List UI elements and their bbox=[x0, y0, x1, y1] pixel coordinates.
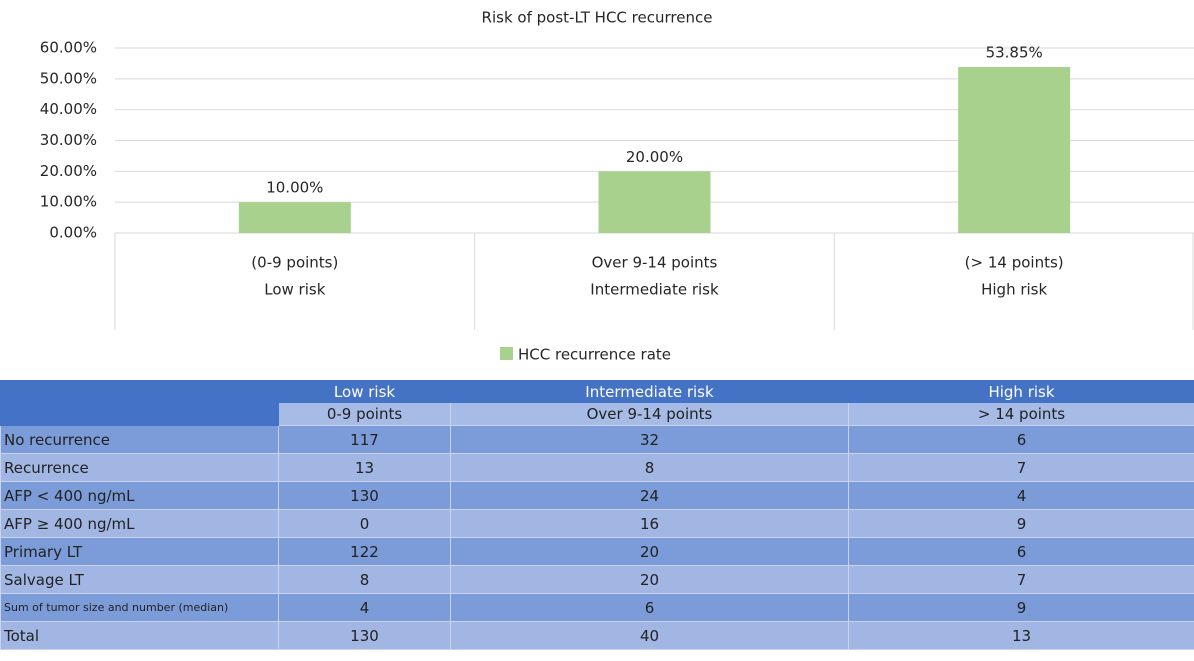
table-cell: AFP ≥ 400 ng/mL bbox=[0, 509, 279, 538]
table-row: Total 130 40 13 bbox=[0, 621, 1194, 650]
data-label: 20.00% bbox=[626, 148, 683, 166]
table-cell: Total bbox=[0, 621, 279, 650]
x-tick-label: Low risk bbox=[264, 281, 325, 299]
y-tick-label: 60.00% bbox=[40, 39, 97, 57]
table-cell: 0 bbox=[278, 509, 451, 538]
table-cell: > 14 points bbox=[848, 402, 1194, 426]
table-row: 0-9 points Over 9-14 points > 14 points bbox=[0, 402, 1194, 426]
table-cell: Salvage LT bbox=[0, 565, 279, 594]
y-tick-label: 10.00% bbox=[40, 193, 97, 211]
table-cell: Sum of tumor size and number (median) bbox=[0, 593, 279, 622]
y-tick-label: 0.00% bbox=[49, 224, 97, 242]
table-cell: 4 bbox=[848, 481, 1194, 510]
table-cell: 13 bbox=[278, 453, 451, 482]
table-cell: 20 bbox=[450, 565, 849, 594]
table-cell: 40 bbox=[450, 621, 849, 650]
table-cell: 117 bbox=[278, 425, 451, 454]
table-cell: 20 bbox=[450, 537, 849, 566]
table-cell: Primary LT bbox=[0, 537, 279, 566]
y-tick-label: 30.00% bbox=[40, 131, 97, 149]
table-cell: 122 bbox=[278, 537, 451, 566]
table-row: Recurrence 13 8 7 bbox=[0, 453, 1194, 482]
table-row: Low risk Intermediate risk High risk bbox=[0, 380, 1194, 403]
bar bbox=[958, 66, 1071, 234]
x-tick-label: High risk bbox=[981, 281, 1047, 299]
table-cell: 4 bbox=[278, 593, 451, 622]
table-cell: 9 bbox=[848, 509, 1194, 538]
table-cell: 7 bbox=[848, 565, 1194, 594]
table-cell: 24 bbox=[450, 481, 849, 510]
table-cell: Recurrence bbox=[0, 453, 279, 482]
table-cell: 130 bbox=[278, 481, 451, 510]
legend-label: HCC recurrence rate bbox=[518, 346, 671, 364]
table-cell: No recurrence bbox=[0, 425, 279, 454]
table-row: No recurrence 117 32 6 bbox=[0, 425, 1194, 454]
table-cell: Low risk bbox=[278, 380, 451, 403]
table-cell: Intermediate risk bbox=[450, 380, 849, 403]
table-cell: Over 9-14 points bbox=[450, 402, 849, 426]
table-cell bbox=[0, 402, 279, 426]
chart: Risk of post-LT HCC recurrence 0.00% 10.0… bbox=[40, 9, 1194, 364]
y-tick-label: 20.00% bbox=[40, 162, 97, 180]
chart-title: Risk of post-LT HCC recurrence bbox=[482, 9, 713, 27]
table-cell: 16 bbox=[450, 509, 849, 538]
y-tick-label: 40.00% bbox=[40, 100, 97, 118]
bar bbox=[598, 171, 711, 233]
table-cell: 0-9 points bbox=[278, 402, 451, 426]
data-table: Low risk Intermediate risk High risk 0-9 po… bbox=[0, 380, 1194, 650]
table-cell: 7 bbox=[848, 453, 1194, 482]
table-row: Sum of tumor size and number (median) 4 6 9 bbox=[0, 593, 1194, 622]
table-cell: 32 bbox=[450, 425, 849, 454]
table-cell: 6 bbox=[848, 537, 1194, 566]
table-cell: AFP < 400 ng/mL bbox=[0, 481, 279, 510]
table-cell: 6 bbox=[450, 593, 849, 622]
table-cell: 9 bbox=[848, 593, 1194, 622]
x-tick-label: Over 9-14 points bbox=[592, 254, 718, 272]
table-cell: 6 bbox=[848, 425, 1194, 454]
x-tick-label: (> 14 points) bbox=[965, 254, 1064, 272]
data-label: 53.85% bbox=[986, 43, 1043, 61]
x-tick-label: Intermediate risk bbox=[590, 281, 719, 299]
table-row: Primary LT 122 20 6 bbox=[0, 537, 1194, 566]
table-cell: 8 bbox=[278, 565, 451, 594]
table-row: AFP < 400 ng/mL 130 24 4 bbox=[0, 481, 1194, 510]
y-tick-label: 50.00% bbox=[40, 69, 97, 87]
table-cell bbox=[0, 380, 279, 403]
x-tick-label: (0-9 points) bbox=[251, 254, 338, 272]
legend-swatch bbox=[500, 347, 513, 360]
data-label: 10.00% bbox=[266, 179, 323, 197]
table-cell: 130 bbox=[278, 621, 451, 650]
table-row: Salvage LT 8 20 7 bbox=[0, 565, 1194, 594]
bar bbox=[238, 202, 351, 233]
table-cell: 13 bbox=[848, 621, 1194, 650]
table-cell: High risk bbox=[848, 380, 1194, 403]
table-row: AFP ≥ 400 ng/mL 0 16 9 bbox=[0, 509, 1194, 538]
table-cell: 8 bbox=[450, 453, 849, 482]
